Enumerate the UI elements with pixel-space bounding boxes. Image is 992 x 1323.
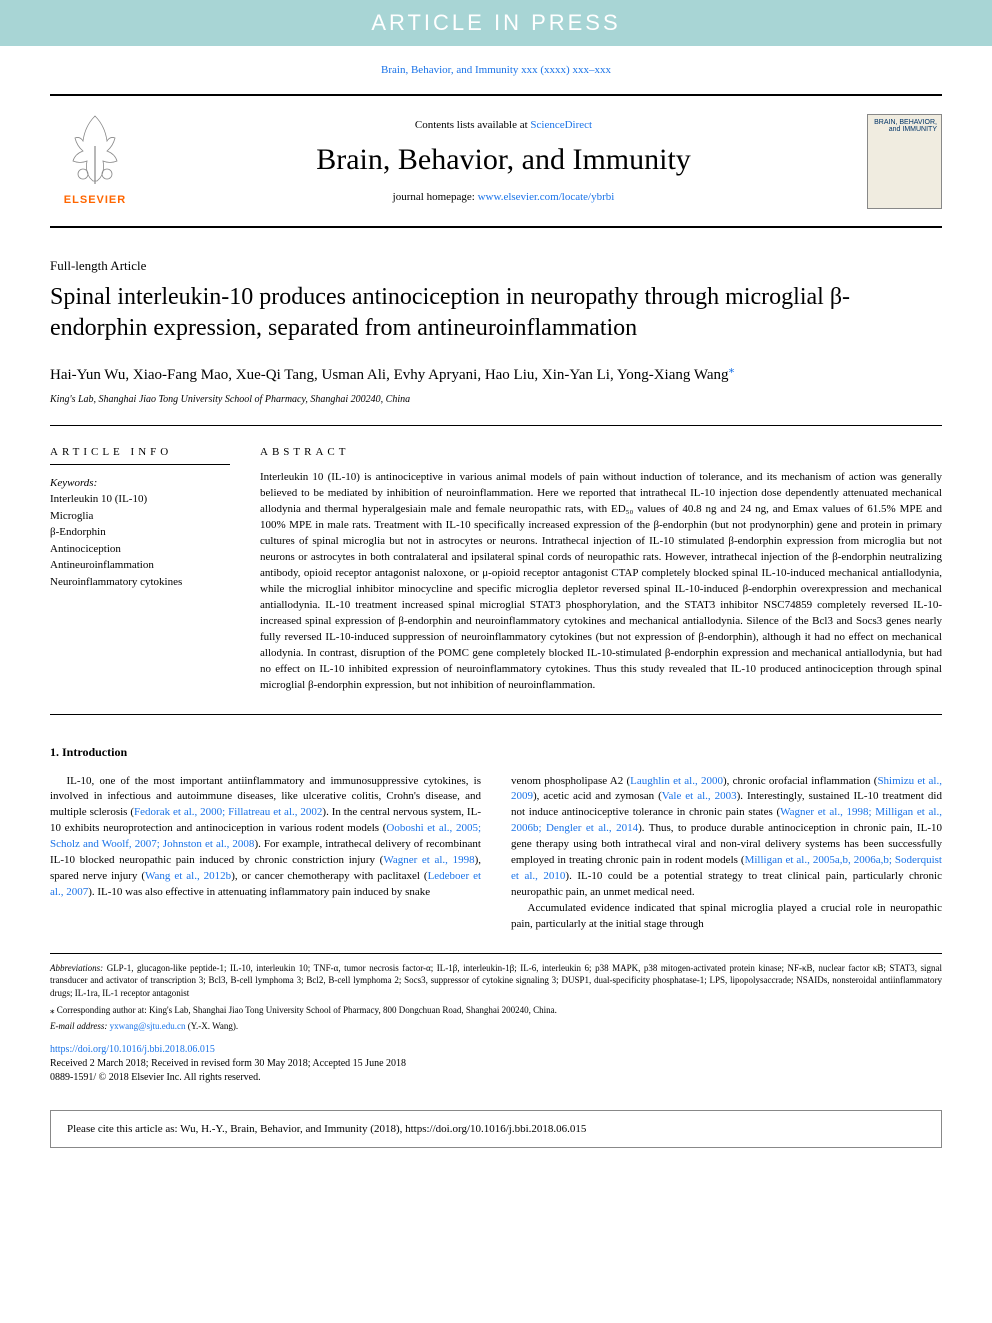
doi-block: https://doi.org/10.1016/j.bbi.2018.06.01…: [50, 1043, 942, 1085]
intro-paragraph-1: IL-10, one of the most important antiinf…: [50, 774, 481, 902]
footer-notes: Abbreviations: GLP-1, glucagon-like pept…: [50, 953, 942, 1033]
info-abstract-row: ARTICLE INFO Keywords: Interleukin 10 (I…: [50, 426, 942, 714]
elsevier-brand-text: ELSEVIER: [64, 194, 126, 206]
intro-text: ), acetic acid and zymosan (: [533, 790, 662, 802]
abstract-label: ABSTRACT: [260, 446, 942, 458]
keyword-item: β-Endorphin: [50, 524, 230, 541]
copyright-line: 0889-1591/ © 2018 Elsevier Inc. All righ…: [50, 1071, 942, 1085]
abstract-column: ABSTRACT Interleukin 10 (IL-10) is antin…: [260, 446, 942, 693]
sciencedirect-link[interactable]: ScienceDirect: [530, 119, 592, 131]
intro-text: venom phospholipase A2 (: [511, 775, 630, 787]
homepage-prefix: journal homepage:: [393, 191, 478, 203]
body-column-left: IL-10, one of the most important antiinf…: [50, 774, 481, 933]
intro-text: ), chronic orofacial inflammation (: [723, 775, 877, 787]
email-link[interactable]: yxwang@sjtu.edu.cn: [110, 1021, 186, 1031]
article-info-label: ARTICLE INFO: [50, 446, 230, 465]
contents-line: Contents lists available at ScienceDirec…: [160, 119, 847, 131]
contents-prefix: Contents lists available at: [415, 119, 530, 131]
keyword-item: Microglia: [50, 508, 230, 525]
received-dates: Received 2 March 2018; Received in revis…: [50, 1057, 942, 1071]
body-column-right: venom phospholipase A2 (Laughlin et al.,…: [511, 774, 942, 933]
reference-link[interactable]: Fedorak et al., 2000; Fillatreau et al.,…: [134, 806, 322, 818]
article-title: Spinal interleukin-10 produces antinocic…: [50, 282, 942, 344]
reference-link[interactable]: Vale et al., 2003: [662, 790, 737, 802]
elsevier-logo: ELSEVIER: [50, 106, 140, 216]
reference-link[interactable]: Wagner et al., 1998: [383, 854, 474, 866]
homepage-line: journal homepage: www.elsevier.com/locat…: [160, 191, 847, 203]
keyword-item: Neuroinflammatory cytokines: [50, 574, 230, 591]
journal-cover-thumbnail: BRAIN, BEHAVIOR, and IMMUNITY: [867, 114, 942, 209]
keywords-list: Interleukin 10 (IL-10) Microglia β-Endor…: [50, 491, 230, 590]
keyword-item: Interleukin 10 (IL-10): [50, 491, 230, 508]
email-suffix: (Y.-X. Wang).: [185, 1021, 238, 1031]
main-content: Full-length Article Spinal interleukin-1…: [50, 228, 942, 933]
keywords-label: Keywords:: [50, 477, 230, 489]
elsevier-tree-icon: [55, 106, 135, 191]
intro-text: ). IL-10 could be a potential strategy t…: [511, 870, 942, 898]
reference-link[interactable]: Laughlin et al., 2000: [630, 775, 723, 787]
journal-header: ELSEVIER Contents lists available at Sci…: [50, 94, 942, 228]
abbreviations-text: GLP-1, glucagon-like peptide-1; IL-10, i…: [50, 963, 942, 998]
intro-paragraph-2: Accumulated evidence indicated that spin…: [511, 901, 942, 933]
intro-text: ), or cancer chemotherapy with paclitaxe…: [231, 870, 427, 882]
reference-link[interactable]: Wang et al., 2012b: [145, 870, 231, 882]
keyword-item: Antineuroinflammation: [50, 557, 230, 574]
citation-footer: Please cite this article as: Wu, H.-Y., …: [50, 1110, 942, 1148]
intro-paragraph-1-cont: venom phospholipase A2 (Laughlin et al.,…: [511, 774, 942, 902]
introduction-heading: 1. Introduction: [50, 745, 942, 760]
body-columns: IL-10, one of the most important antiinf…: [50, 774, 942, 933]
abbreviations-line: Abbreviations: GLP-1, glucagon-like pept…: [50, 962, 942, 1000]
email-label: E-mail address:: [50, 1021, 110, 1031]
cover-text: BRAIN, BEHAVIOR, and IMMUNITY: [872, 119, 937, 134]
homepage-link[interactable]: www.elsevier.com/locate/ybrbi: [478, 191, 615, 203]
article-info-column: ARTICLE INFO Keywords: Interleukin 10 (I…: [50, 446, 260, 693]
article-type: Full-length Article: [50, 258, 942, 274]
journal-reference-line: Brain, Behavior, and Immunity xxx (xxxx)…: [0, 46, 992, 94]
intro-text: ). IL-10 was also effective in attenuati…: [88, 886, 430, 898]
header-center: Contents lists available at ScienceDirec…: [160, 119, 847, 203]
affiliation: King's Lab, Shanghai Jiao Tong Universit…: [50, 394, 942, 405]
doi-link[interactable]: https://doi.org/10.1016/j.bbi.2018.06.01…: [50, 1044, 215, 1055]
abbreviations-label: Abbreviations:: [50, 963, 103, 973]
corresponding-author-mark: ⁎: [728, 362, 734, 376]
abstract-text: Interleukin 10 (IL-10) is antinociceptiv…: [260, 470, 942, 693]
article-in-press-banner: ARTICLE IN PRESS: [0, 0, 992, 46]
authors-list: Hai-Yun Wu, Xiao-Fang Mao, Xue-Qi Tang, …: [50, 362, 942, 384]
introduction-section: 1. Introduction IL-10, one of the most i…: [50, 715, 942, 933]
authors-text: Hai-Yun Wu, Xiao-Fang Mao, Xue-Qi Tang, …: [50, 367, 728, 383]
journal-name: Brain, Behavior, and Immunity: [160, 143, 847, 177]
email-line: E-mail address: yxwang@sjtu.edu.cn (Y.-X…: [50, 1020, 942, 1033]
corresponding-author-note: ⁎ Corresponding author at: King's Lab, S…: [50, 1004, 942, 1017]
keyword-item: Antinociception: [50, 541, 230, 558]
